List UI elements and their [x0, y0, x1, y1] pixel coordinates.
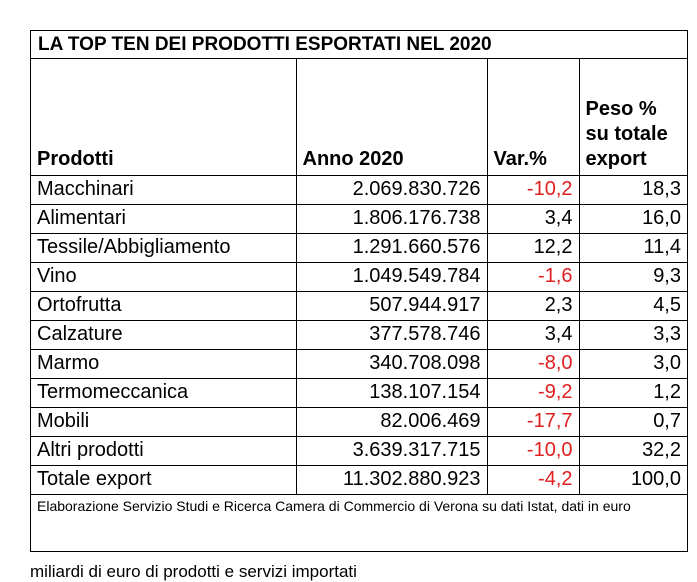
cell-anno-2020: 2.069.830.726: [295, 174, 488, 205]
cell-prodotto: Calzature: [31, 319, 297, 350]
cell-peso: 9,3: [578, 261, 687, 292]
cell-var: -10,0: [486, 435, 580, 466]
cell-var: 3,4: [486, 319, 580, 350]
cell-peso: 16,0: [578, 203, 687, 234]
cell-var: 3,4: [486, 203, 580, 234]
cell-anno-2020: 377.578.746: [295, 319, 488, 350]
cell-var: 12,2: [486, 232, 580, 263]
cell-var: -9,2: [486, 377, 580, 408]
export-table-frame: LA TOP TEN DEI PRODOTTI ESPORTATI NEL 20…: [30, 30, 688, 552]
cell-prodotto: Tessile/Abbigliamento: [31, 232, 297, 263]
cell-prodotto: Macchinari: [31, 174, 297, 205]
cell-prodotto: Vino: [31, 261, 297, 292]
cell-var: -4,2: [486, 464, 580, 495]
below-text: miliardi di euro di prodotti e servizi i…: [30, 562, 357, 581]
note-row: Elaborazione Servizio Studi e Ricerca Ca…: [31, 493, 687, 540]
table-row: Totale export 11.302.880.923 -4,2 100,0: [31, 464, 687, 495]
cell-prodotto: Marmo: [31, 348, 297, 379]
cell-anno-2020: 138.107.154: [295, 377, 488, 408]
cell-var: -8,0: [486, 348, 580, 379]
cell-var: -10,2: [486, 174, 580, 205]
header-row: Prodotti Anno 2020 Var.% Peso % su total…: [31, 59, 687, 176]
table-title: LA TOP TEN DEI PRODOTTI ESPORTATI NEL 20…: [31, 31, 687, 59]
cell-peso: 11,4: [578, 232, 687, 263]
table-row: Vino 1.049.549.784 -1,6 9,3: [31, 261, 687, 292]
table-row: Termomeccanica 138.107.154 -9,2 1,2: [31, 377, 687, 408]
cell-anno-2020: 11.302.880.923: [295, 464, 488, 495]
cell-peso: 32,2: [578, 435, 687, 466]
cell-anno-2020: 507.944.917: [295, 290, 488, 321]
cell-anno-2020: 1.049.549.784: [295, 261, 488, 292]
table-body: Macchinari 2.069.830.726 -10,2 18,3 Alimenta…: [31, 174, 687, 540]
source-note: Elaborazione Servizio Studi e Ricerca Ca…: [31, 493, 687, 540]
cell-peso: 18,3: [578, 174, 687, 205]
export-table: Prodotti Anno 2020 Var.% Peso % su total…: [31, 59, 687, 540]
cell-prodotto: Totale export: [31, 464, 297, 495]
cell-anno-2020: 1.806.176.738: [295, 203, 488, 234]
cell-prodotto: Ortofrutta: [31, 290, 297, 321]
header-peso: Peso % su totale export: [578, 59, 687, 176]
cell-peso: 0,7: [578, 406, 687, 437]
table-row: Alimentari 1.806.176.738 3,4 16,0: [31, 203, 687, 234]
table-row: Mobili 82.006.469 -17,7 0,7: [31, 406, 687, 437]
header-var: Var.%: [486, 59, 580, 176]
cell-anno-2020: 3.639.317.715: [295, 435, 488, 466]
cell-prodotto: Termomeccanica: [31, 377, 297, 408]
cell-var: -1,6: [486, 261, 580, 292]
header-prodotti: Prodotti: [31, 59, 297, 176]
header-anno-2020: Anno 2020: [295, 59, 488, 176]
cell-prodotto: Alimentari: [31, 203, 297, 234]
cell-peso: 1,2: [578, 377, 687, 408]
cell-peso: 100,0: [578, 464, 687, 495]
table-row: Tessile/Abbigliamento 1.291.660.576 12,2 11…: [31, 232, 687, 263]
table-row: Ortofrutta 507.944.917 2,3 4,5: [31, 290, 687, 321]
table-row: Marmo 340.708.098 -8,0 3,0: [31, 348, 687, 379]
table-row: Altri prodotti 3.639.317.715 -10,0 32,2: [31, 435, 687, 466]
cell-prodotto: Mobili: [31, 406, 297, 437]
cell-peso: 3,3: [578, 319, 687, 350]
cell-prodotto: Altri prodotti: [31, 435, 297, 466]
table-row: Macchinari 2.069.830.726 -10,2 18,3: [31, 174, 687, 205]
cell-anno-2020: 340.708.098: [295, 348, 488, 379]
table-row: Calzature 377.578.746 3,4 3,3: [31, 319, 687, 350]
cell-var: 2,3: [486, 290, 580, 321]
cell-peso: 4,5: [578, 290, 687, 321]
cell-anno-2020: 1.291.660.576: [295, 232, 488, 263]
cell-anno-2020: 82.006.469: [295, 406, 488, 437]
cell-var: -17,7: [486, 406, 580, 437]
cell-peso: 3,0: [578, 348, 687, 379]
